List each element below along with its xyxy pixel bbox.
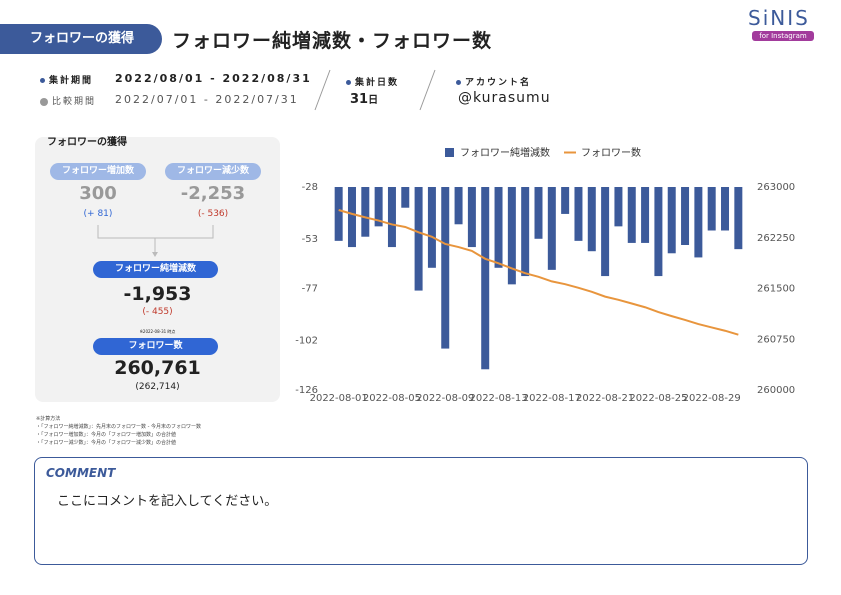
notes: ※計算方法 ・「フォロワー純増減数」：先月末のフォロワー数 - 今月末のフォロワ…: [36, 415, 201, 447]
bar: [614, 187, 623, 227]
bar: [521, 187, 530, 277]
bar: [401, 187, 410, 208]
period-value: 2022/08/01 - 2022/08/31: [115, 72, 312, 85]
legend-swatch: [445, 148, 454, 157]
bar: [587, 187, 596, 252]
bar: [414, 187, 423, 291]
note-line: ・「フォロワー減少数」：今月の「フォロワー減少数」の合計値: [36, 440, 177, 446]
section-tag: フォロワーの獲得: [0, 24, 162, 54]
logo: SiNIS: [748, 6, 810, 30]
y2-tick-label: 260750: [757, 334, 795, 345]
followers-label: フォロワー数: [93, 338, 218, 355]
x-tick-label: 2022-08-17: [523, 393, 581, 404]
compare-value: 2022/07/01 - 2022/07/31: [115, 93, 299, 106]
x-tick-label: 2022-08-13: [469, 393, 527, 404]
bar: [334, 187, 343, 241]
comment-title: COMMENT: [46, 466, 116, 480]
bar: [734, 187, 743, 250]
compare-label: 比較期間: [40, 94, 96, 107]
note-line: ・「フォロワー増加数」：今月の「フォロワー増加数」の合計値: [36, 432, 177, 438]
legend-label: フォロワー数: [581, 146, 641, 159]
account: @kurasumu: [458, 90, 551, 106]
net: -1,953: [123, 283, 192, 305]
chart: -28 -53 -77 -102 -126 263000 262250 261500 26075…: [295, 146, 795, 404]
comment-text: ここにコメントを記入してください。: [57, 494, 278, 509]
bar: [361, 187, 370, 237]
days: 31日: [350, 91, 378, 107]
x-tick-label: 2022-08-25: [629, 393, 687, 404]
bar: [374, 187, 383, 227]
days-label: 集計日数: [346, 75, 399, 88]
bar: [494, 187, 503, 268]
bar: [641, 187, 650, 243]
y2-tick-label: 260000: [757, 385, 795, 396]
followers-prev: (262,714): [135, 382, 180, 392]
days-unit: 日: [368, 95, 379, 106]
y2-tick-label: 262250: [757, 233, 795, 244]
notes-title: ※計算方法: [36, 416, 61, 422]
account-label: アカウント名: [456, 75, 531, 88]
bar: [481, 187, 490, 370]
y2-tick-label: 263000: [757, 182, 795, 193]
bar: [454, 187, 463, 225]
dividers: [314, 69, 436, 111]
connector: [97, 225, 214, 257]
bar: [534, 187, 543, 239]
bar: [694, 187, 703, 258]
bar: [627, 187, 636, 243]
y-tick-label: -77: [302, 284, 318, 295]
y-tick-label: -126: [295, 385, 318, 396]
followers: 260,761: [114, 357, 201, 379]
y-tick-label: -28: [302, 182, 318, 193]
decrease-diff: (- 536): [197, 209, 229, 219]
bar: [467, 187, 476, 248]
x-tick-label: 2022-08-09: [416, 393, 474, 404]
bar: [707, 187, 716, 231]
bar: [721, 187, 730, 231]
panel-title: フォロワーの獲得: [47, 137, 127, 148]
bar: [681, 187, 690, 245]
bar: [601, 187, 610, 277]
bar: [427, 187, 436, 268]
logo-sub: for Instagram: [752, 31, 814, 41]
x-tick-label: 2022-08-29: [683, 393, 741, 404]
as-of-note: ※2022-08-31 時点: [139, 329, 176, 334]
legend-label: フォロワー純増減数: [460, 146, 550, 159]
bar: [561, 187, 570, 214]
bar: [667, 187, 676, 254]
days-value: 31: [350, 92, 369, 107]
increase: 300: [79, 183, 117, 204]
x-tick-label: 2022-08-21: [576, 393, 634, 404]
bar: [387, 187, 396, 248]
net-diff: (- 455): [142, 307, 173, 317]
x-tick-label: 2022-08-01: [310, 393, 368, 404]
page-title: フォロワー純増減数・フォロワー数: [172, 30, 493, 52]
bar: [441, 187, 450, 349]
x-tick-label: 2022-08-05: [363, 393, 421, 404]
decrease: -2,253: [180, 183, 246, 204]
period-label: 集計期間: [40, 73, 93, 86]
y2-tick-label: 261500: [757, 284, 795, 295]
line: [338, 209, 739, 336]
decrease-label: フォロワー減少数: [165, 163, 261, 180]
comment-box: COMMENT ここにコメントを記入してください。: [34, 457, 808, 565]
y-tick-label: -102: [295, 335, 318, 346]
bar: [574, 187, 583, 241]
net-label: フォロワー純増減数: [93, 261, 218, 278]
note-line: ・「フォロワー純増減数」：先月末のフォロワー数 - 今月末のフォロワー数: [36, 424, 201, 430]
y-tick-label: -53: [302, 234, 318, 245]
bar: [347, 187, 356, 248]
bar: [507, 187, 516, 285]
increase-diff: (+ 81): [83, 209, 113, 219]
bar: [547, 187, 556, 270]
increase-label: フォロワー増加数: [50, 163, 146, 180]
summary-panel: フォロワーの獲得 フォロワー増加数 フォロワー減少数 300 -2,253 (+…: [35, 137, 280, 402]
bar: [654, 187, 663, 277]
